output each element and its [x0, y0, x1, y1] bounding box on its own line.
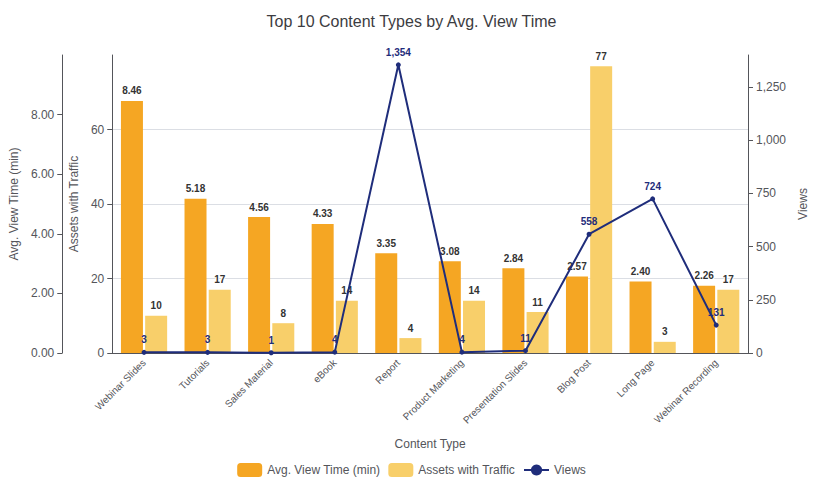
svg-text:0.00: 0.00 [31, 346, 55, 360]
svg-text:4: 4 [408, 323, 414, 334]
svg-text:14: 14 [341, 285, 353, 297]
svg-text:724: 724 [644, 181, 661, 192]
svg-text:558: 558 [581, 216, 598, 227]
svg-text:750: 750 [756, 186, 776, 200]
svg-text:4.33: 4.33 [313, 208, 333, 219]
svg-text:Avg. View Time (min): Avg. View Time (min) [7, 148, 21, 261]
svg-text:Avg. View Time (min): Avg. View Time (min) [267, 463, 380, 477]
svg-text:4: 4 [332, 334, 338, 345]
svg-text:Tutorials: Tutorials [177, 357, 212, 392]
svg-text:Views: Views [554, 463, 586, 477]
svg-text:500: 500 [756, 240, 776, 254]
svg-text:Presentation Slides: Presentation Slides [461, 357, 530, 426]
svg-text:8: 8 [281, 308, 287, 319]
svg-text:10: 10 [151, 300, 163, 311]
svg-text:0: 0 [756, 346, 763, 360]
svg-text:6.00: 6.00 [31, 167, 55, 181]
svg-text:40: 40 [91, 197, 105, 211]
svg-text:60: 60 [91, 123, 105, 137]
svg-text:77: 77 [596, 51, 608, 62]
svg-text:Assets with Traffic: Assets with Traffic [418, 463, 514, 477]
svg-text:11: 11 [520, 333, 531, 344]
svg-text:Report: Report [373, 357, 402, 386]
svg-text:8.00: 8.00 [31, 108, 55, 122]
svg-text:8.46: 8.46 [122, 85, 142, 96]
svg-text:250: 250 [756, 293, 776, 307]
svg-text:1,354: 1,354 [386, 47, 411, 58]
svg-text:11: 11 [532, 297, 543, 308]
svg-text:3: 3 [141, 334, 147, 345]
svg-text:3: 3 [662, 326, 668, 337]
svg-text:5.18: 5.18 [186, 183, 206, 194]
svg-text:4.56: 4.56 [249, 202, 269, 213]
svg-text:0: 0 [98, 346, 105, 360]
svg-text:131: 131 [708, 307, 725, 318]
svg-text:14: 14 [468, 285, 480, 296]
svg-text:17: 17 [214, 274, 226, 285]
svg-text:3: 3 [205, 334, 211, 345]
svg-text:Content Type: Content Type [395, 437, 466, 451]
svg-text:4.00: 4.00 [31, 227, 55, 241]
svg-text:2.84: 2.84 [504, 253, 524, 264]
svg-text:1,000: 1,000 [756, 133, 786, 147]
svg-text:Webinar Recording: Webinar Recording [652, 357, 720, 425]
svg-text:Webinar Slides: Webinar Slides [93, 357, 148, 412]
svg-text:3.08: 3.08 [440, 246, 460, 257]
svg-text:Long Page: Long Page [615, 357, 657, 399]
svg-text:eBook: eBook [311, 357, 339, 385]
svg-text:2.26: 2.26 [694, 270, 714, 281]
svg-text:Product Marketing: Product Marketing [401, 357, 466, 422]
svg-text:17: 17 [723, 274, 735, 285]
svg-text:Top 10 Content Types by Avg. V: Top 10 Content Types by Avg. View Time [267, 13, 557, 30]
svg-text:1,250: 1,250 [756, 80, 786, 94]
svg-text:2.00: 2.00 [31, 286, 55, 300]
svg-text:3.35: 3.35 [377, 238, 397, 249]
svg-text:1: 1 [268, 335, 274, 346]
svg-text:2.40: 2.40 [631, 266, 651, 277]
svg-text:2.57: 2.57 [567, 260, 587, 272]
svg-text:4: 4 [459, 334, 465, 345]
svg-text:Blog Post: Blog Post [555, 357, 593, 395]
svg-text:Views: Views [796, 188, 810, 220]
svg-text:Sales Material: Sales Material [223, 357, 276, 410]
svg-text:20: 20 [91, 272, 105, 286]
svg-text:Assets with Traffic: Assets with Traffic [67, 156, 81, 252]
